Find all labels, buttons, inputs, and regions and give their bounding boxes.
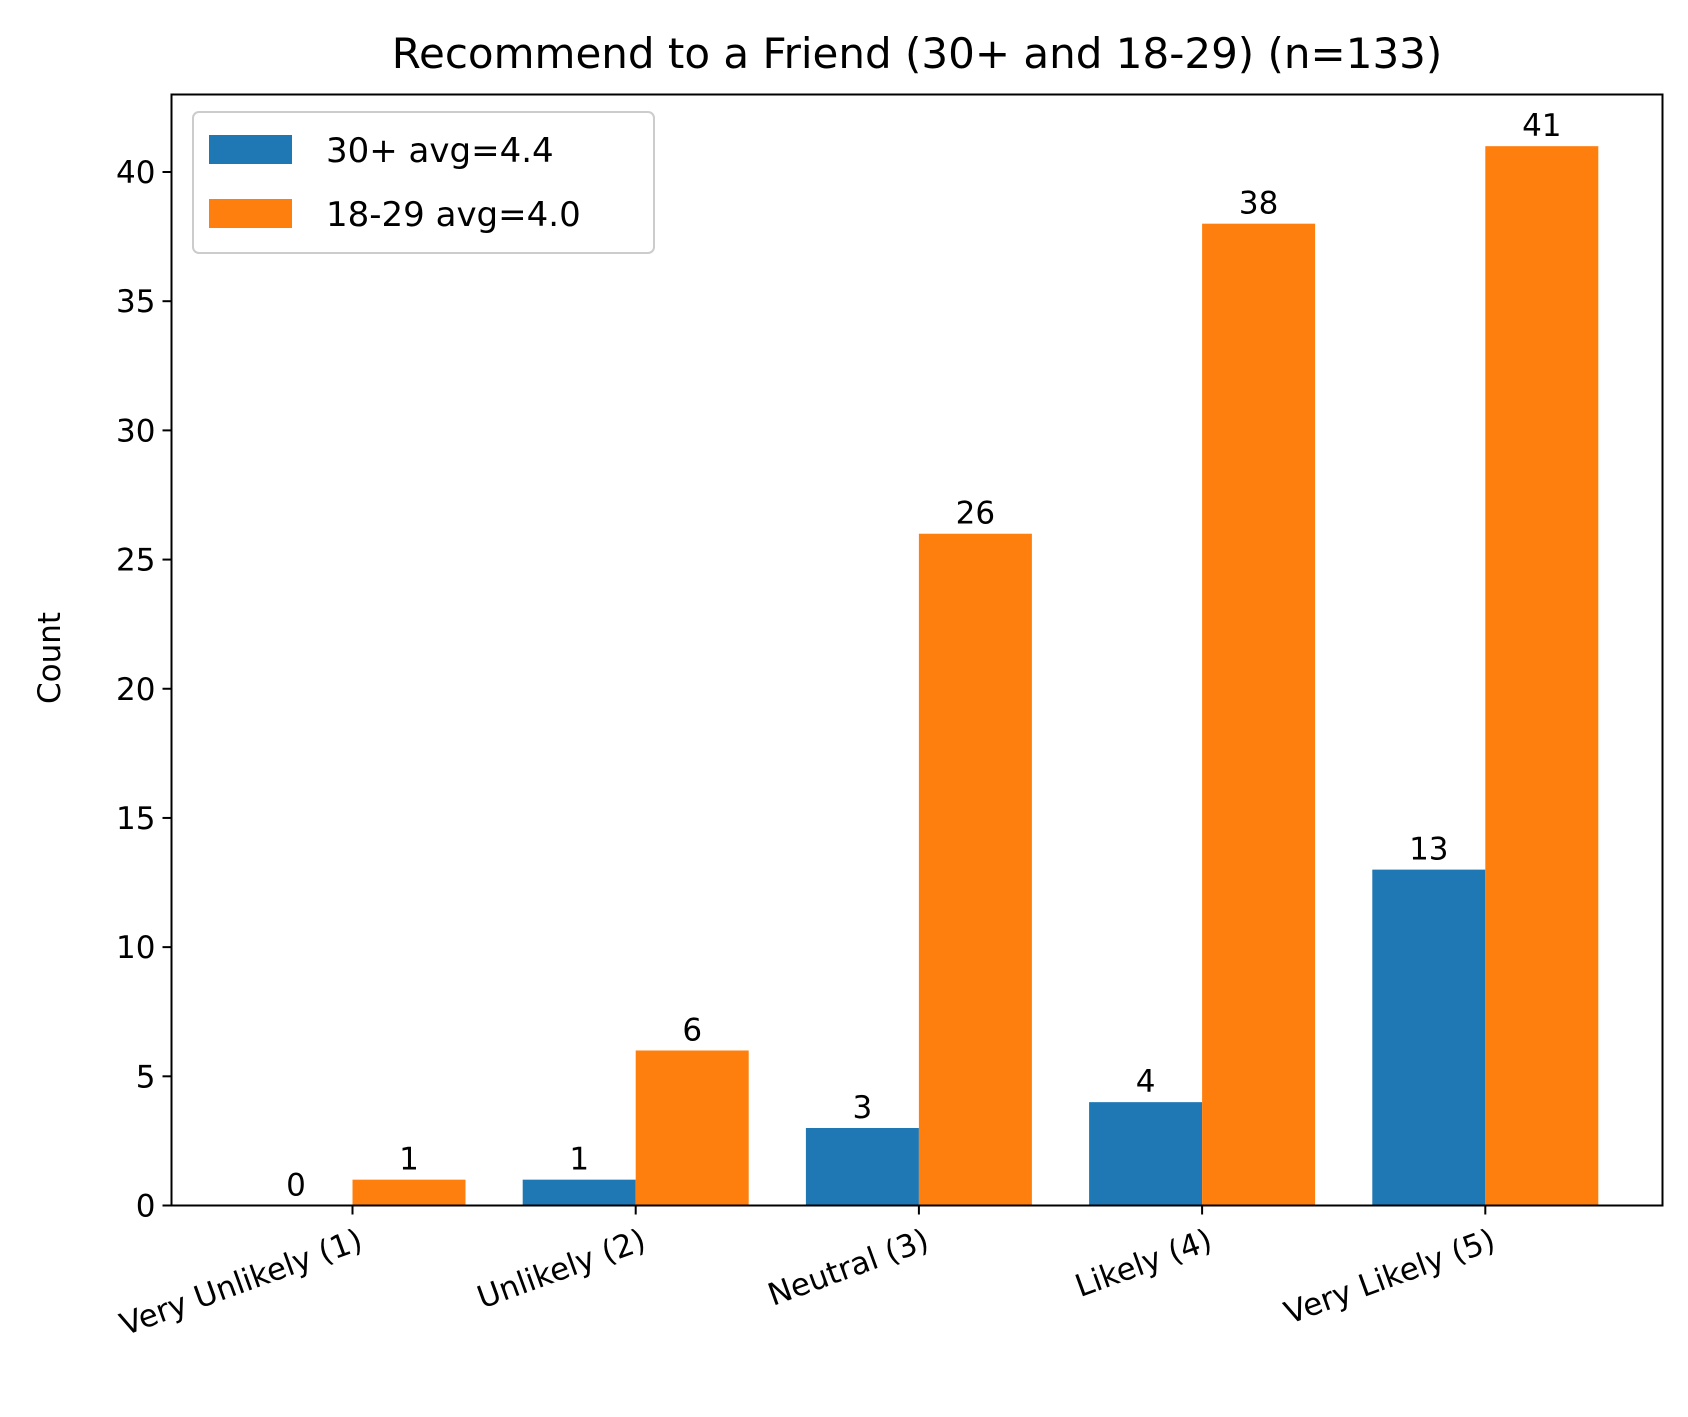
bars [352,146,1599,1206]
x-tick-label-neutral-3: Neutral (3) [763,1222,933,1313]
y-axis-ticks: 0 5 10 15 20 25 30 35 40 [116,155,172,1225]
y-tick-label: 20 [116,672,155,708]
plot-frame [170,93,1664,1207]
y-tick-label: 40 [116,155,155,191]
legend-swatch-18-29 [209,199,292,228]
y-axis-label: Count [32,612,68,704]
x-axis-ticks: Very Unlikely (1) Unlikely (2) Neutral (3)… [115,1205,1500,1343]
bar-label-18-29-very-likely-5: 41 [1522,108,1561,144]
legend-label-18-29: 18-29 avg=4.0 [326,195,581,235]
bar-30-plus-likely-4 [1089,1102,1203,1206]
bar-label-30-plus-neutral-3: 3 [853,1090,873,1126]
legend-box [192,111,655,254]
bar-18-29-unlikely-2 [635,1050,749,1206]
bar-label-30-plus-unlikely-2: 1 [569,1142,589,1178]
bar-18-29-very-likely-5 [1485,146,1599,1206]
y-tick-label: 10 [116,930,155,966]
bar-30-plus-unlikely-2 [522,1179,636,1206]
bar-label-18-29-neutral-3: 26 [956,496,995,532]
bar-label-30-plus-likely-4: 4 [1136,1064,1156,1100]
x-tick-label-very-unlikely-1: Very Unlikely (1) [115,1222,367,1343]
bar-label-30-plus-very-likely-5: 13 [1409,832,1448,868]
bar-label-18-29-likely-4: 38 [1239,186,1278,222]
x-tick-label-unlikely-2: Unlikely (2) [473,1222,651,1316]
y-tick-label: 15 [116,801,155,837]
y-tick-label: 0 [136,1189,156,1225]
y-tick-label: 5 [136,1059,156,1095]
bar-18-29-likely-4 [1202,223,1316,1206]
legend-swatch-30-plus [209,135,292,164]
legend: 30+ avg=4.4 18-29 avg=4.0 [192,111,655,254]
y-tick-label: 35 [116,284,155,320]
x-tick-label-very-likely-5: Very Likely (5) [1280,1222,1500,1332]
bar-label-18-29-very-unlikely-1: 1 [399,1142,419,1178]
y-tick-label: 25 [116,543,155,579]
legend-label-30-plus: 30+ avg=4.4 [326,131,554,171]
bar-label-30-plus-very-unlikely-1: 0 [286,1168,306,1204]
bar-label-18-29-unlikely-2: 6 [682,1012,702,1048]
y-tick-label: 30 [116,413,155,449]
bar-30-plus-neutral-3 [805,1127,919,1206]
bar-30-plus-very-likely-5 [1372,869,1486,1206]
chart-title: Recommend to a Friend (30+ and 18-29) (n… [392,29,1443,78]
bar-18-29-very-unlikely-1 [352,1179,466,1206]
x-tick-label-likely-4: Likely (4) [1071,1222,1217,1305]
bar-18-29-neutral-3 [918,533,1032,1206]
